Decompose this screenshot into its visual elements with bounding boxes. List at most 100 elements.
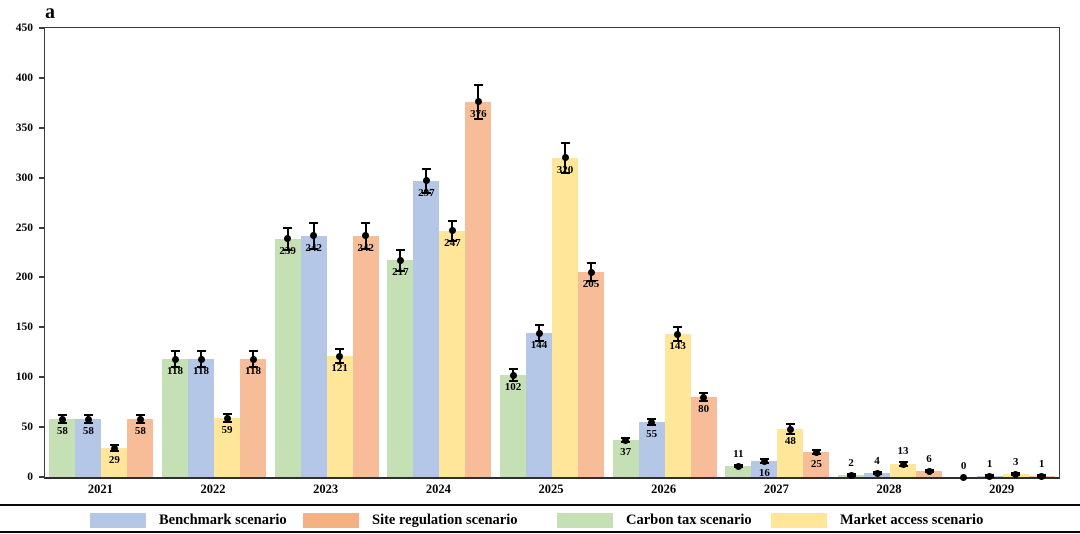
- data-point-marker: [674, 330, 682, 338]
- error-bar-cap-top: [57, 414, 67, 417]
- y-tick-mark: [39, 426, 44, 429]
- bar: [578, 272, 604, 477]
- y-tick-label: 400: [15, 71, 33, 84]
- bar: [352, 235, 379, 477]
- error-bar-cap-top: [83, 414, 93, 417]
- data-point-marker: [812, 448, 820, 456]
- bar: [638, 422, 665, 477]
- bar: [500, 375, 526, 477]
- error-bar-cap-top: [473, 83, 483, 86]
- error-bar-cap-bottom: [135, 422, 145, 425]
- data-point-marker: [249, 355, 257, 363]
- bar: [526, 333, 552, 477]
- bar: [49, 419, 76, 477]
- data-point-marker: [284, 235, 292, 243]
- data-point-marker: [960, 473, 968, 481]
- data-point-marker: [448, 227, 456, 235]
- x-tick-label: 2027: [763, 482, 789, 496]
- error-bar-cap-bottom: [534, 340, 544, 343]
- bar-value-label: 143: [669, 340, 686, 353]
- bar-value-label: 247: [444, 236, 461, 249]
- bar-value-label: 297: [418, 186, 435, 199]
- legend-swatch-icon: [90, 512, 146, 528]
- bar-value-label: 118: [193, 365, 209, 378]
- error-bar-cap-bottom: [447, 239, 457, 242]
- bar-value-label: 80: [698, 403, 710, 416]
- data-point-marker: [587, 268, 595, 276]
- legend-label: Benchmark scenario: [159, 512, 287, 528]
- bar-value-label: 29: [108, 454, 120, 467]
- x-tick-label: 2026: [651, 482, 677, 496]
- data-point-marker: [899, 460, 907, 468]
- x-tick-label: 2024: [425, 482, 451, 496]
- bar-value-label: 25: [810, 458, 822, 471]
- error-bar-cap-top: [283, 226, 293, 229]
- data-point-marker: [535, 329, 543, 337]
- error-bar-cap-bottom: [560, 171, 570, 174]
- error-bar-cap-top: [421, 167, 431, 170]
- error-bar-cap-top: [447, 219, 457, 222]
- error-bar-cap-bottom: [361, 247, 371, 250]
- bar: [439, 230, 466, 477]
- y-tick-mark: [39, 476, 44, 478]
- bar-value-label: 16: [758, 467, 770, 480]
- legend-item: Site regulation scenario: [303, 511, 518, 529]
- y-tick-label: 450: [15, 22, 33, 34]
- bar: [101, 448, 128, 477]
- data-point-marker: [422, 177, 430, 185]
- data-point-marker: [734, 462, 742, 470]
- error-bar-cap-top: [560, 141, 570, 144]
- error-bar-cap-bottom: [508, 380, 518, 383]
- legend-top-rule: [0, 504, 1080, 506]
- plot-area: 58 58 29 58 118 118 59 118 239 242 121 242 217 297 247…: [44, 27, 1060, 481]
- y-tick-label: 150: [15, 321, 33, 334]
- bar: [188, 359, 214, 477]
- error-bar-cap-top: [508, 368, 518, 371]
- bar-value-label: 217: [392, 266, 409, 279]
- legend-swatch-icon: [303, 512, 359, 528]
- y-tick-mark: [39, 176, 44, 179]
- y-tick-label: 100: [15, 371, 33, 384]
- legend-item: Benchmark scenario: [90, 511, 287, 529]
- bar-value-label: 1: [1038, 458, 1045, 470]
- x-axis: 2021 2022 2023 2024 2025 2026 2027 2028 2029: [44, 482, 1060, 498]
- error-bar-cap-top: [534, 324, 544, 327]
- error-bar-cap-bottom: [335, 362, 345, 365]
- error-bar-cap-bottom: [473, 117, 483, 120]
- bar: [162, 359, 188, 477]
- bar: [690, 397, 717, 477]
- data-point-marker: [84, 415, 92, 423]
- y-tick-mark: [39, 276, 44, 279]
- y-tick-label: 200: [15, 271, 33, 284]
- error-bar-cap-bottom: [196, 366, 206, 369]
- data-point-marker: [509, 371, 517, 379]
- bar-value-label: 242: [305, 241, 322, 254]
- data-point-marker: [396, 256, 404, 264]
- y-tick-label: 350: [15, 121, 33, 134]
- error-bar-cap-bottom: [83, 422, 93, 425]
- x-tick-label: 2025: [538, 482, 564, 496]
- bar: [612, 440, 639, 477]
- bar-value-label: 0: [960, 460, 967, 472]
- legend-item: Market access scenario: [771, 511, 983, 529]
- x-tick-label: 2029: [989, 482, 1015, 496]
- error-bar-cap-top: [586, 262, 596, 265]
- data-point-marker: [171, 355, 179, 363]
- error-bar-cap-bottom: [309, 247, 319, 250]
- bar-value-label: 376: [470, 107, 487, 120]
- data-point-marker: [847, 471, 855, 479]
- bar: [465, 101, 492, 477]
- bar-value-label: 58: [82, 425, 94, 438]
- error-bar-cap-bottom: [170, 366, 180, 369]
- error-bar-cap-bottom: [283, 248, 293, 251]
- bar-value-label: 1: [986, 458, 993, 470]
- bar-value-label: 3: [1012, 456, 1019, 468]
- bar-value-label: 121: [331, 362, 348, 375]
- bar: [552, 157, 578, 477]
- bar-value-label: 118: [167, 365, 183, 378]
- bar-value-label: 242: [357, 241, 374, 254]
- bar: [803, 452, 830, 477]
- bar: [890, 464, 916, 477]
- bar: [777, 429, 804, 477]
